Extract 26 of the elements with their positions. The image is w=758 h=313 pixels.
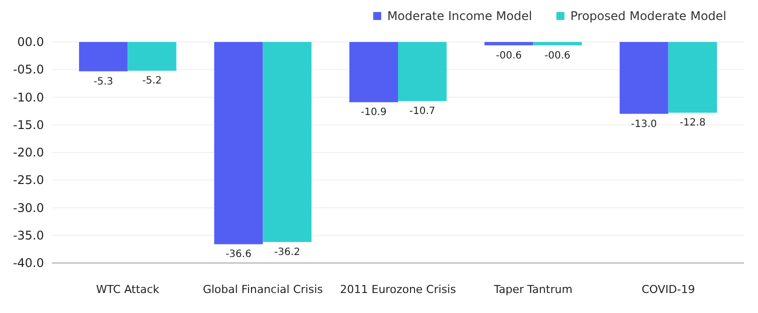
y-tick-label: -40.0 (12, 256, 44, 270)
data-label: -10.7 (409, 106, 436, 118)
x-tick-label: Global Financial Crisis (202, 283, 324, 296)
x-tick-label: Taper Tantrum (492, 283, 572, 296)
y-tick-label: -30.0 (12, 200, 44, 215)
legend-label: Moderate Income Model (387, 9, 532, 23)
y-tick-label: -10.0 (12, 90, 44, 104)
x-tick-label: 2011 Eurozone Crisis (340, 283, 456, 296)
data-label: -5.3 (94, 76, 114, 88)
data-label: -10.9 (360, 107, 387, 118)
x-tick-label: WTC Attack (96, 283, 160, 296)
data-label: -13.0 (631, 118, 657, 130)
data-label: -36.6 (226, 249, 252, 260)
y-tick-label: -25.0 (12, 173, 44, 188)
y-tick-label: -15.0 (12, 118, 44, 132)
y-tick-label: -20.0 (12, 146, 44, 160)
data-label: -00.6 (496, 50, 522, 62)
data-label: -5.2 (142, 76, 162, 87)
y-tick-label: -05.0 (12, 62, 44, 77)
x-tick-label: COVID-19 (642, 283, 695, 296)
y-tick-label: -35.0 (12, 228, 44, 242)
y-tick-label: 00.0 (17, 35, 44, 49)
data-label: -12.8 (680, 118, 706, 129)
legend-label: Proposed Moderate Model (570, 9, 726, 23)
data-label: -00.6 (544, 50, 570, 62)
data-label: -36.2 (274, 247, 300, 258)
